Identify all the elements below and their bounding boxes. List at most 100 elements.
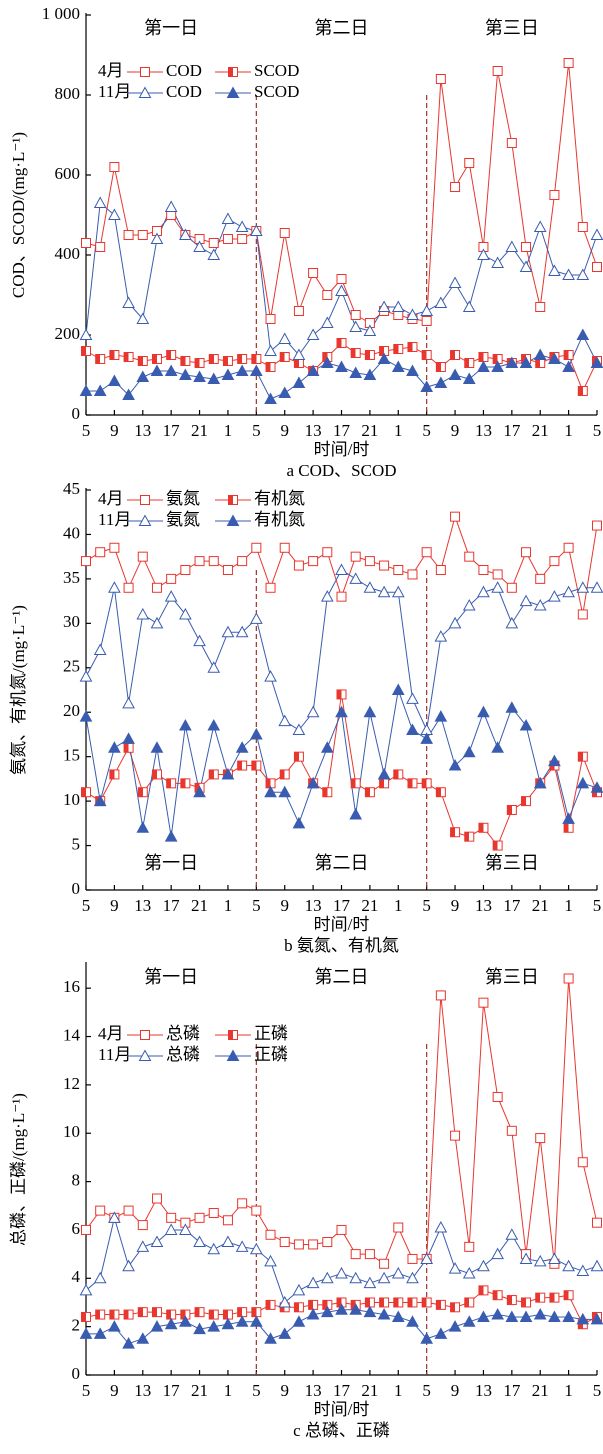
- x-tick-label: 21: [191, 896, 208, 915]
- marker: [81, 1224, 91, 1235]
- marker: [279, 1237, 290, 1248]
- marker: [136, 607, 150, 620]
- marker: [292, 1315, 306, 1327]
- marker: [464, 551, 475, 562]
- marker: [180, 565, 191, 575]
- marker: [150, 1320, 164, 1332]
- x-tick-label: 1: [224, 421, 233, 440]
- marker: [407, 569, 418, 580]
- marker: [81, 1311, 91, 1322]
- marker: [576, 328, 590, 340]
- x-tick-label: 13: [305, 1381, 322, 1400]
- x-tick-label: 13: [475, 421, 492, 440]
- marker: [265, 1299, 276, 1310]
- x-tick-label: 5: [252, 421, 261, 440]
- marker: [235, 364, 249, 376]
- marker: [533, 220, 547, 232]
- marker: [462, 1266, 476, 1279]
- marker: [533, 348, 547, 360]
- marker: [421, 316, 432, 326]
- caption: c 总磷、正磷: [293, 1421, 390, 1440]
- marker: [492, 1290, 503, 1301]
- y-tick-label: 10: [63, 790, 80, 809]
- marker: [251, 760, 262, 771]
- marker: [406, 364, 419, 376]
- marker: [150, 1235, 164, 1248]
- day-label: 第一日: [144, 18, 198, 38]
- marker: [79, 328, 93, 340]
- x-tick-label: 17: [163, 1381, 181, 1400]
- marker: [491, 581, 504, 593]
- marker: [350, 1249, 361, 1260]
- marker: [462, 300, 476, 312]
- marker: [491, 1308, 504, 1320]
- legend-label: 正磷: [254, 1024, 288, 1043]
- x-tick-label: 5: [422, 421, 431, 440]
- marker: [462, 745, 476, 758]
- legend-label: 正磷: [254, 1045, 288, 1064]
- marker: [448, 1320, 462, 1332]
- marker: [237, 1198, 248, 1209]
- marker: [521, 547, 532, 558]
- x-tick-label: 13: [475, 1381, 492, 1400]
- marker: [434, 1220, 448, 1233]
- marker: [477, 248, 490, 260]
- marker: [506, 1125, 517, 1136]
- marker: [448, 276, 462, 288]
- marker: [492, 569, 503, 580]
- marker: [590, 1259, 603, 1272]
- marker: [264, 344, 277, 356]
- marker: [308, 1239, 319, 1250]
- legend-group: 4月: [98, 61, 124, 80]
- x-tick-label: 21: [191, 1381, 208, 1400]
- marker: [477, 1259, 490, 1272]
- marker: [590, 356, 603, 368]
- marker: [477, 1310, 490, 1322]
- x-tick-label: 5: [82, 896, 91, 915]
- marker: [265, 582, 276, 593]
- marker: [279, 769, 290, 780]
- marker: [293, 560, 304, 571]
- marker: [462, 1315, 476, 1327]
- marker: [79, 1283, 93, 1296]
- caption: a COD、SCOD: [286, 461, 396, 480]
- x-tick-label: 21: [361, 896, 378, 915]
- marker: [166, 1212, 177, 1223]
- x-tick-label: 9: [451, 896, 460, 915]
- marker: [491, 360, 504, 372]
- marker: [320, 356, 334, 368]
- marker: [222, 565, 233, 575]
- marker: [350, 348, 361, 358]
- marker: [335, 360, 348, 372]
- marker: [264, 1332, 277, 1344]
- marker: [421, 350, 432, 360]
- day-label: 第一日: [144, 853, 198, 873]
- marker: [136, 1332, 150, 1344]
- marker: [237, 556, 248, 567]
- marker: [562, 268, 575, 280]
- marker: [563, 350, 574, 360]
- marker: [235, 220, 249, 232]
- y-tick-label: 6: [72, 1219, 81, 1238]
- marker: [377, 300, 391, 312]
- marker: [434, 376, 448, 388]
- marker: [222, 234, 233, 244]
- marker: [222, 356, 233, 366]
- marker: [491, 741, 504, 753]
- caption: b 氨氮、有机氮: [284, 936, 399, 955]
- marker: [477, 585, 490, 598]
- marker: [308, 268, 319, 278]
- x-tick-label: 21: [191, 421, 208, 440]
- x-tick-label: 9: [451, 1381, 460, 1400]
- marker: [109, 1309, 120, 1320]
- marker: [151, 582, 162, 593]
- y-tick-label: 20: [63, 701, 80, 720]
- marker: [278, 1327, 292, 1339]
- marker: [592, 520, 602, 531]
- marker: [151, 1193, 162, 1204]
- marker: [420, 1332, 434, 1344]
- legend-marker: [228, 495, 238, 505]
- marker: [563, 58, 574, 68]
- marker: [406, 308, 419, 320]
- marker: [320, 1305, 334, 1318]
